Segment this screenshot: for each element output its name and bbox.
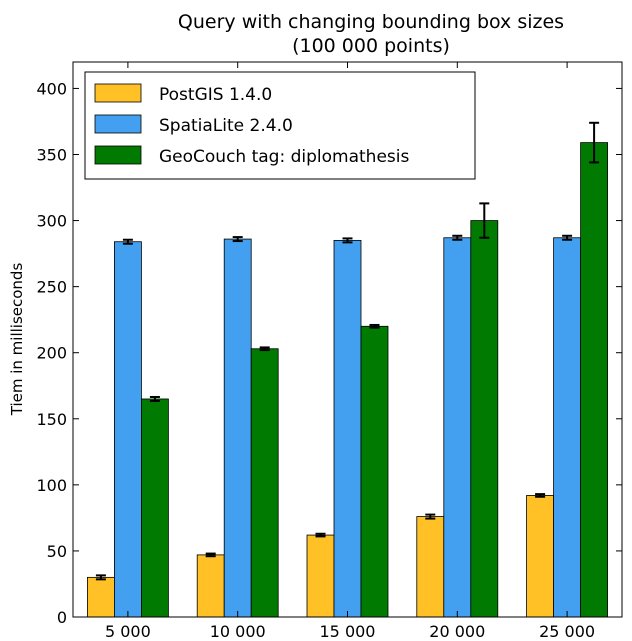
bar: [250, 348, 279, 618]
bar: [87, 576, 115, 618]
y-tick-label: 200: [36, 344, 67, 363]
bar: [140, 398, 169, 618]
legend-label: SpatiaLite 2.4.0: [159, 116, 293, 136]
x-tick-label: 20 000: [429, 622, 485, 641]
bar: [306, 534, 335, 618]
chart-subtitle: (100 000 points): [292, 35, 450, 57]
legend-swatch: [94, 83, 142, 103]
bar: [416, 516, 445, 618]
bar: [360, 325, 389, 618]
y-tick-label: 0: [57, 608, 67, 627]
bar: [443, 237, 472, 618]
bar: [333, 239, 362, 618]
legend-swatch: [94, 114, 142, 134]
legend-swatch: [94, 145, 142, 165]
bar: [196, 554, 225, 618]
bar: [114, 241, 142, 618]
legend: PostGIS 1.4.0 SpatiaLite 2.4.0 GeoCouch ta…: [84, 71, 476, 180]
y-axis-label: Tiem in milliseconds: [8, 263, 26, 417]
legend-box: [84, 71, 476, 180]
legend-label: PostGIS 1.4.0: [159, 85, 272, 105]
bar: [553, 237, 581, 618]
y-tick-label: 100: [36, 476, 67, 495]
y-tick-label: 400: [36, 79, 67, 98]
y-tick-label: 350: [36, 146, 67, 165]
bar: [223, 238, 252, 618]
x-tick-label: 15 000: [320, 622, 376, 641]
x-tick-label: 25 000: [539, 622, 595, 641]
y-tick-label: 150: [36, 410, 67, 429]
chart-title: Query with changing bounding box sizes: [178, 11, 564, 33]
bar: [580, 142, 608, 618]
x-tick-label: 5 000: [105, 622, 151, 641]
y-tick-label: 50: [47, 542, 67, 561]
x-tick-label: 10 000: [210, 622, 266, 641]
plot-area: 0 50 100 150 200 250 300 350 400 5 000 10 000 15 00…: [36, 61, 623, 641]
y-tick-label: 250: [36, 278, 67, 297]
y-tick-label: 300: [36, 212, 67, 231]
legend-label: GeoCouch tag: diplomathesis: [159, 147, 409, 167]
bar: [526, 495, 554, 618]
bar: [470, 220, 499, 618]
